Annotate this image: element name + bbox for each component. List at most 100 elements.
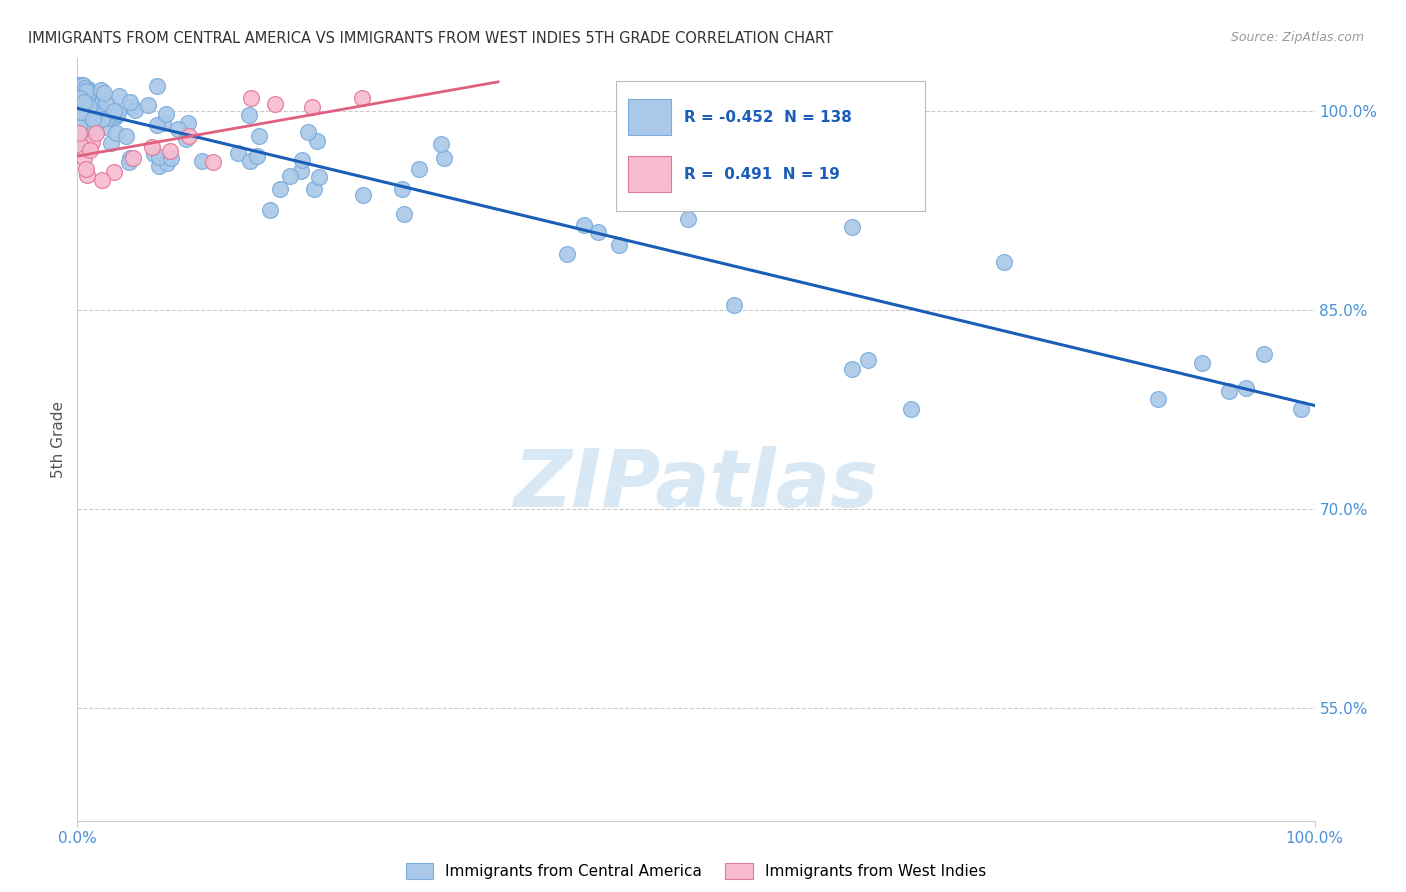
Point xyxy=(146,79,169,94)
Point xyxy=(433,151,456,165)
Point xyxy=(993,255,1015,269)
Point xyxy=(117,154,139,169)
Point xyxy=(82,135,104,149)
Point xyxy=(77,82,100,96)
Point xyxy=(77,85,100,99)
Point xyxy=(91,173,114,187)
Point xyxy=(67,123,90,137)
Point xyxy=(307,134,329,148)
Point xyxy=(122,151,145,165)
Point xyxy=(555,247,578,261)
Point xyxy=(392,207,415,221)
Point xyxy=(107,105,129,120)
Point xyxy=(160,151,183,165)
Point xyxy=(75,84,97,98)
Point xyxy=(104,126,127,140)
Point xyxy=(84,126,107,140)
Point xyxy=(75,114,97,128)
Y-axis label: 5th Grade: 5th Grade xyxy=(51,401,66,478)
Point xyxy=(688,190,710,204)
Point xyxy=(70,78,93,92)
Point xyxy=(191,153,214,168)
Point xyxy=(70,88,93,103)
Point xyxy=(90,83,112,97)
Point xyxy=(73,95,96,110)
Point xyxy=(290,164,312,178)
Point xyxy=(67,109,90,123)
Point xyxy=(1253,347,1275,361)
Point xyxy=(174,132,197,146)
Point xyxy=(67,90,90,104)
Point xyxy=(73,120,96,134)
Point xyxy=(72,151,94,165)
Point xyxy=(73,81,96,95)
Point xyxy=(69,91,91,105)
Point xyxy=(82,112,104,127)
Point xyxy=(70,108,93,122)
Point xyxy=(408,162,430,177)
Point xyxy=(72,128,94,142)
Point xyxy=(103,104,125,119)
Point xyxy=(84,115,107,129)
Point xyxy=(70,127,93,141)
Point xyxy=(79,120,101,135)
Point xyxy=(1147,392,1170,406)
Point xyxy=(70,133,93,147)
Point xyxy=(1234,381,1257,395)
Point xyxy=(82,103,104,117)
Point xyxy=(238,108,260,122)
Point xyxy=(69,137,91,152)
Point xyxy=(269,181,291,195)
Point xyxy=(73,120,96,134)
Point xyxy=(82,94,104,108)
Point xyxy=(72,134,94,148)
Point xyxy=(90,87,112,102)
Point xyxy=(856,353,879,368)
Point xyxy=(118,151,141,165)
Point xyxy=(148,150,170,164)
Point xyxy=(69,110,91,124)
Point xyxy=(72,93,94,107)
Point xyxy=(90,100,112,114)
Point xyxy=(67,128,90,143)
Text: Source: ZipAtlas.com: Source: ZipAtlas.com xyxy=(1230,31,1364,45)
Point xyxy=(69,112,91,127)
Point xyxy=(264,97,287,112)
Point xyxy=(67,80,90,95)
Point xyxy=(121,100,143,114)
Point xyxy=(72,78,94,92)
Point xyxy=(352,188,374,202)
Point xyxy=(430,137,453,152)
Point xyxy=(73,125,96,139)
Point xyxy=(80,111,103,125)
Point xyxy=(70,103,93,118)
Point xyxy=(80,97,103,112)
Point xyxy=(114,129,136,144)
Point xyxy=(177,116,200,130)
Point xyxy=(177,129,200,144)
Point xyxy=(67,78,90,92)
Point xyxy=(304,182,326,196)
Point xyxy=(79,101,101,115)
Point xyxy=(152,116,174,130)
Point xyxy=(67,126,90,140)
Point xyxy=(202,154,225,169)
Point xyxy=(141,140,163,154)
Point xyxy=(77,91,100,105)
Point xyxy=(124,103,146,117)
Point xyxy=(72,106,94,120)
Point xyxy=(75,139,97,153)
Point xyxy=(77,100,100,114)
Point xyxy=(239,154,262,169)
Point xyxy=(76,95,98,109)
Text: ZIPatlas: ZIPatlas xyxy=(513,446,879,524)
Point xyxy=(93,87,115,101)
Point xyxy=(142,147,165,161)
Point xyxy=(67,86,90,100)
Point xyxy=(247,128,270,143)
Point xyxy=(72,78,94,93)
Point xyxy=(136,98,159,112)
Point xyxy=(291,153,314,168)
Point xyxy=(70,104,93,119)
Point xyxy=(90,105,112,120)
